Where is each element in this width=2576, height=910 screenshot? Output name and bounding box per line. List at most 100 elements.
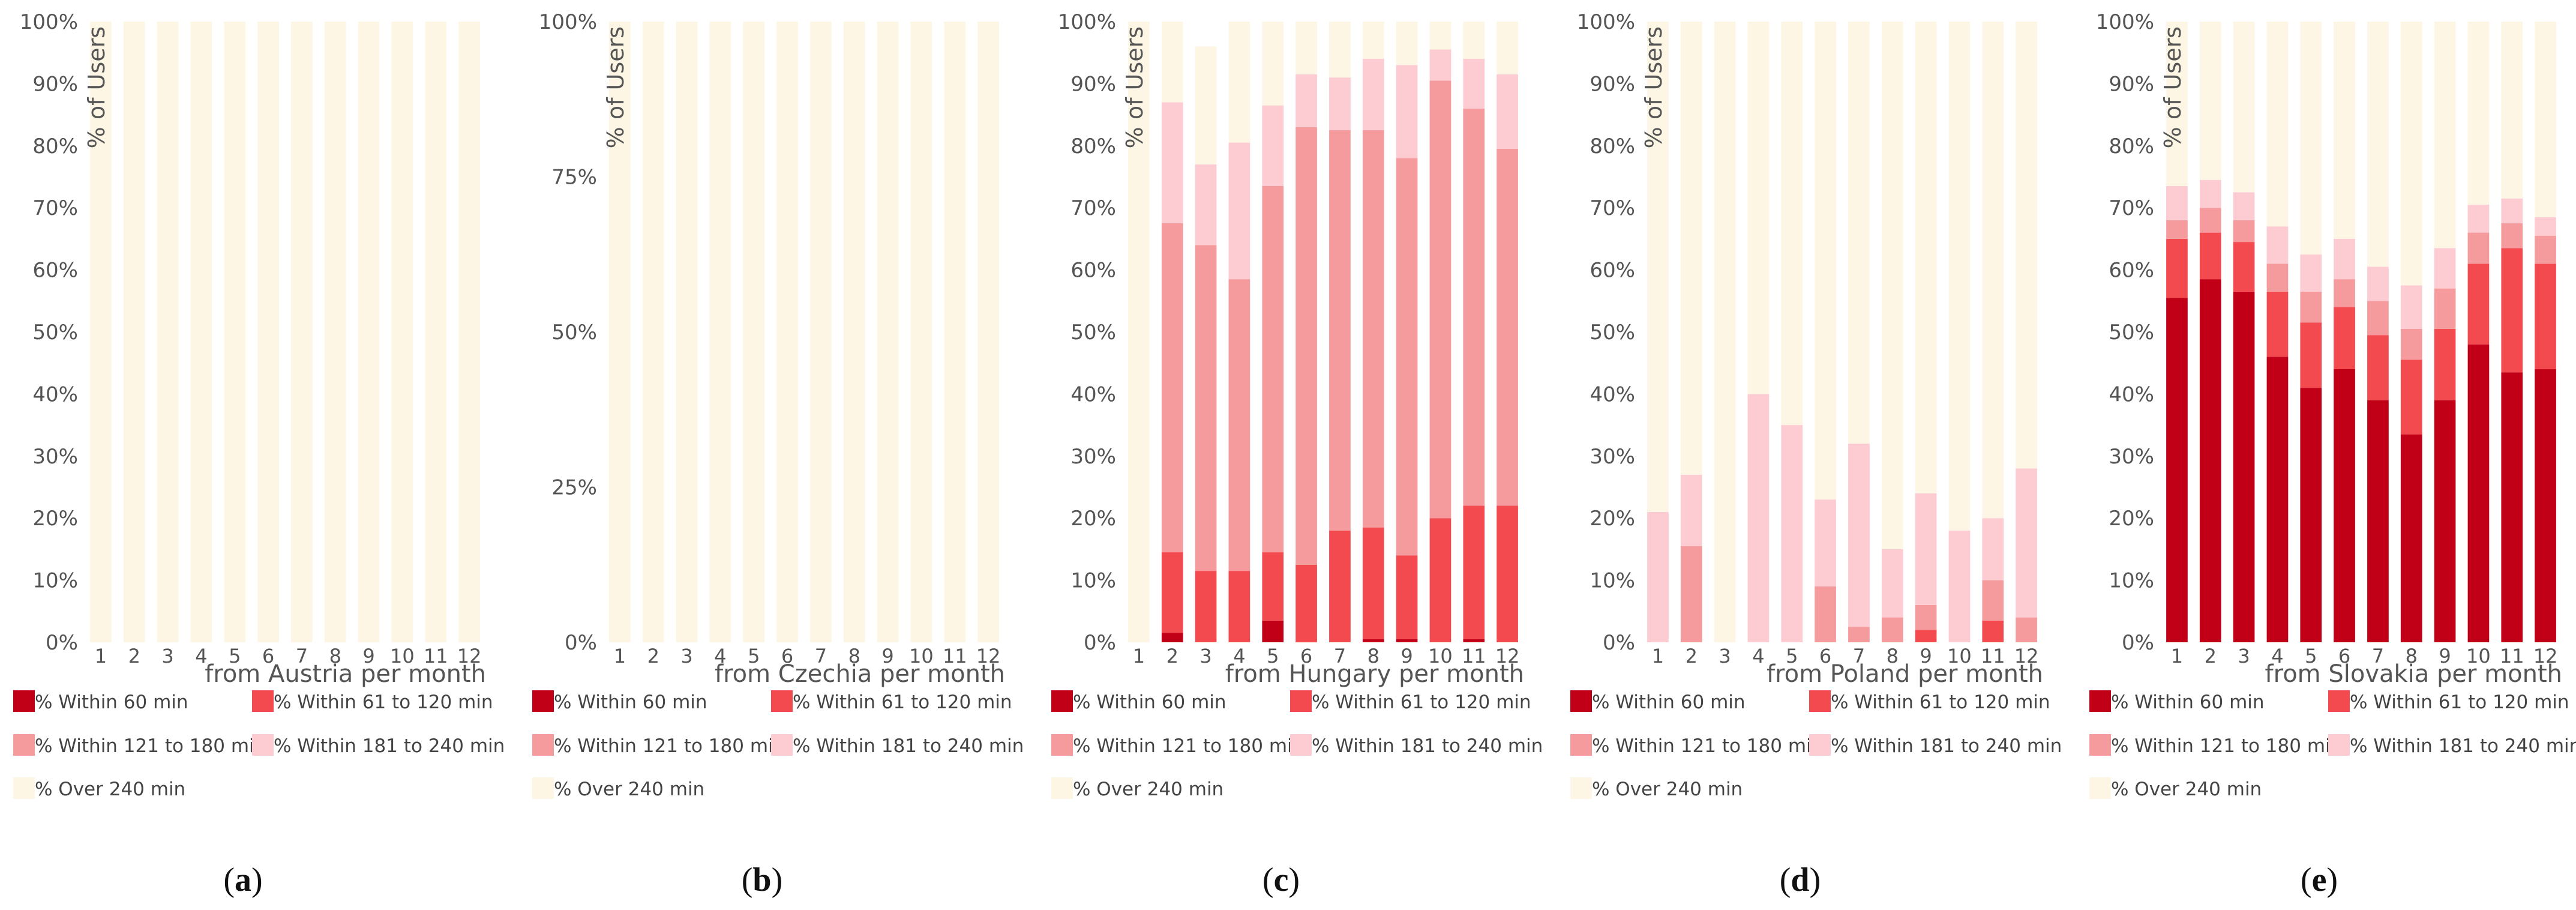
bar-e-m1-over-240 bbox=[2166, 22, 2188, 186]
legend-swatch-over-240 bbox=[1051, 777, 1073, 799]
legend-label: % Within 181 to 240 min bbox=[1312, 735, 1543, 757]
x-tick-label: 11 bbox=[2500, 645, 2524, 667]
bar-c-m9-within-121-180 bbox=[1396, 158, 1418, 556]
bar-e-m11-over-240 bbox=[2501, 22, 2523, 199]
legend-label: % Over 240 min bbox=[1592, 779, 1743, 800]
bar-e-m11-within-60 bbox=[2501, 372, 2523, 642]
legend-swatch-within-60 bbox=[532, 690, 554, 712]
y-axis-title: % of Users bbox=[1641, 26, 1667, 148]
bar-c-m5-within-60 bbox=[1262, 620, 1284, 642]
x-tick-label: 8 bbox=[1368, 645, 1380, 667]
bar-d-m4-within-181-240 bbox=[1747, 394, 1770, 642]
bar-e-m10-within-60 bbox=[2467, 344, 2490, 642]
bar-e-m7-within-181-240 bbox=[2367, 267, 2389, 301]
x-tick-label: 2 bbox=[2205, 645, 2217, 667]
legend-label: % Within 181 to 240 min bbox=[2350, 735, 2576, 757]
x-tick-label: 4 bbox=[195, 645, 207, 667]
y-tick-label: 30% bbox=[32, 445, 78, 469]
bar-c-m12-within-61-120 bbox=[1497, 505, 1518, 642]
bar-e-m11-within-181-240 bbox=[2501, 198, 2523, 224]
bar-e-m3-within-181-240 bbox=[2233, 192, 2255, 220]
legend-label: % Within 61 to 120 min bbox=[2350, 692, 2569, 713]
bar-e-m8-over-240 bbox=[2400, 22, 2422, 286]
bar-c-m8-within-60 bbox=[1362, 639, 1384, 642]
legend-swatch-within-60 bbox=[1051, 690, 1073, 712]
x-tick-label: 6 bbox=[262, 645, 274, 667]
bar-c-m7-within-61-120 bbox=[1329, 530, 1351, 642]
bar-e-m10-over-240 bbox=[2467, 22, 2490, 205]
legend-swatch-over-240 bbox=[532, 777, 554, 799]
legend-swatch-within-181-240 bbox=[252, 734, 274, 756]
bar-c-m10-within-121-180 bbox=[1429, 80, 1452, 519]
y-tick-label: 20% bbox=[2109, 507, 2154, 531]
bar-e-m8-within-121-180 bbox=[2400, 328, 2422, 360]
bar-e-m3-within-121-180 bbox=[2233, 220, 2255, 243]
bar-e-m6-within-181-240 bbox=[2334, 238, 2355, 280]
legend-swatch-within-181-240 bbox=[1809, 734, 1831, 756]
bar-e-m12-within-61-120 bbox=[2535, 264, 2556, 370]
y-tick-label: 50% bbox=[32, 321, 78, 345]
bar-c-m1-over-240 bbox=[1128, 22, 1150, 642]
bar-c-m3-within-121-180 bbox=[1195, 245, 1217, 571]
bar-e-m1-within-61-120 bbox=[2166, 238, 2188, 298]
legend-label: % Within 121 to 180 min bbox=[1592, 735, 1823, 757]
y-tick-label: 60% bbox=[1070, 259, 1116, 283]
y-tick-label: 20% bbox=[1590, 507, 1635, 531]
x-tick-label: 4 bbox=[1233, 645, 1245, 667]
bar-e-m7-over-240 bbox=[2367, 22, 2389, 267]
x-tick-label: 1 bbox=[1133, 645, 1145, 667]
legend-swatch-within-61-120 bbox=[252, 690, 274, 712]
bar-d-m7-over-240 bbox=[1848, 22, 1870, 444]
x-tick-label: 7 bbox=[296, 645, 308, 667]
y-tick-label: 60% bbox=[32, 259, 78, 283]
x-tick-label: 6 bbox=[1300, 645, 1312, 667]
panel-label: (d) bbox=[1780, 861, 1821, 899]
legend-swatch-within-121-180 bbox=[1051, 734, 1073, 756]
bar-d-m6-within-121-180 bbox=[1815, 586, 1836, 642]
bar-e-m8-within-61-120 bbox=[2400, 360, 2422, 435]
bar-c-m6-within-61-120 bbox=[1296, 564, 1317, 643]
bar-c-m9-within-60 bbox=[1396, 639, 1418, 642]
bar-c-m12-within-121-180 bbox=[1497, 149, 1518, 506]
bar-e-m3-within-60 bbox=[2233, 291, 2255, 642]
x-tick-label: 12 bbox=[2014, 645, 2039, 667]
bar-c-m9-within-61-120 bbox=[1396, 555, 1418, 639]
legend-label: % Within 121 to 180 min bbox=[554, 735, 785, 757]
bar-d-m7-within-121-180 bbox=[1848, 627, 1870, 642]
y-tick-label: 40% bbox=[32, 382, 78, 406]
bar-e-m2-within-121-180 bbox=[2199, 208, 2221, 233]
bar-e-m7-within-60 bbox=[2367, 400, 2389, 642]
bar-c-m6-over-240 bbox=[1296, 22, 1317, 74]
y-tick-label: 75% bbox=[551, 166, 597, 190]
x-tick-label: 3 bbox=[1719, 645, 1731, 667]
bar-a-m1-over-240 bbox=[90, 22, 112, 642]
x-tick-label: 4 bbox=[714, 645, 726, 667]
y-axis-title: % of Users bbox=[1121, 26, 1148, 148]
legend-swatch-over-240 bbox=[1570, 777, 1592, 799]
bar-c-m12-within-181-240 bbox=[1497, 74, 1518, 149]
y-tick-label: 70% bbox=[1590, 196, 1635, 220]
bar-e-m6-within-121-180 bbox=[2334, 279, 2355, 307]
bar-a-m12-over-240 bbox=[458, 22, 480, 642]
bar-b-m2-over-240 bbox=[642, 22, 664, 642]
legend-swatch-within-121-180 bbox=[13, 734, 35, 756]
bar-c-m6-within-181-240 bbox=[1296, 74, 1317, 127]
bar-c-m4-within-181-240 bbox=[1228, 142, 1250, 280]
bar-e-m1-within-181-240 bbox=[2166, 186, 2188, 220]
y-tick-label: 50% bbox=[1070, 321, 1116, 345]
y-tick-label: 90% bbox=[2109, 72, 2154, 96]
bar-e-m4-within-60 bbox=[2266, 357, 2289, 642]
bar-a-m6-over-240 bbox=[257, 22, 279, 642]
bar-a-m5-over-240 bbox=[224, 22, 246, 642]
legend-label: % Within 181 to 240 min bbox=[1831, 735, 2062, 757]
x-tick-label: 10 bbox=[909, 645, 934, 667]
bar-c-m2-within-61-120 bbox=[1161, 552, 1183, 633]
bar-e-m10-within-121-180 bbox=[2467, 232, 2490, 264]
y-tick-label: 0% bbox=[1084, 631, 1116, 655]
y-tick-label: 0% bbox=[46, 631, 78, 655]
panel-label: (e) bbox=[2301, 861, 2338, 899]
x-tick-label: 2 bbox=[1686, 645, 1698, 667]
legend-swatch-within-60 bbox=[2089, 690, 2111, 712]
x-tick-label: 11 bbox=[424, 645, 448, 667]
bar-c-m12-over-240 bbox=[1497, 22, 1518, 74]
